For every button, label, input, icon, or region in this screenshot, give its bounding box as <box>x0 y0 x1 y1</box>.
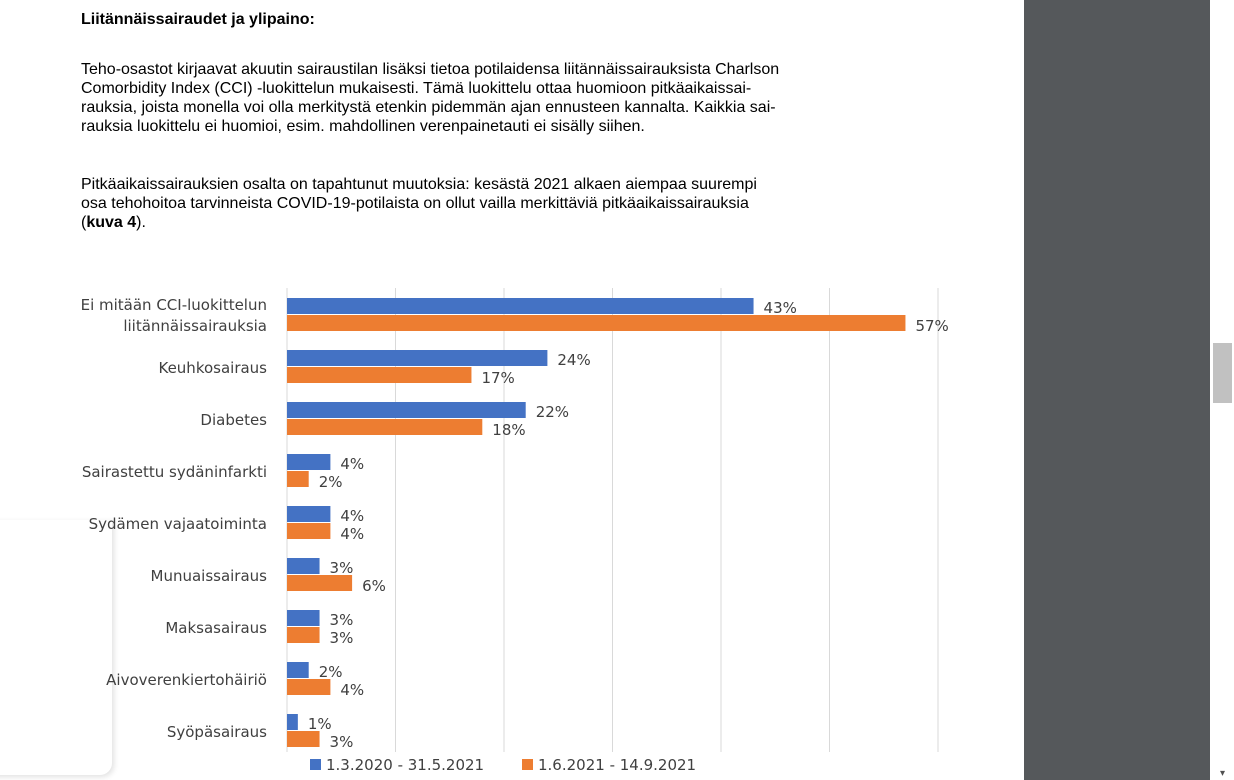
bar <box>287 731 320 747</box>
value-label: 3% <box>330 629 354 647</box>
value-label: 57% <box>915 317 948 335</box>
bar <box>287 610 320 626</box>
value-label: 4% <box>340 507 364 525</box>
category-label: Aivoverenkiertohäiriö <box>106 671 267 689</box>
value-label: 4% <box>340 455 364 473</box>
comorbidity-bar-chart: 43% 57% Ei mitään CCI-luokittelun liitännäi… <box>0 280 1024 780</box>
category-label: Munuaissairaus <box>151 567 268 585</box>
viewer-side-panel <box>1024 0 1210 780</box>
legend-label: 1.3.2020 - 31.5.2021 <box>326 756 484 774</box>
paren-open: ( <box>81 214 87 231</box>
bar <box>287 419 483 435</box>
category-label: Sydämen vajaatoiminta <box>89 515 267 533</box>
category-label: Diabetes <box>200 411 267 429</box>
value-label: 18% <box>492 421 525 439</box>
figure-reference: kuva 4 <box>86 214 137 231</box>
paragraph-line: rauksia, joista monella voi olla merkity… <box>81 99 776 116</box>
bar <box>287 679 331 695</box>
category-label: Ei mitään CCI-luokittelun <box>81 296 267 314</box>
category-label: Syöpäsairaus <box>167 723 267 741</box>
value-label: 6% <box>362 577 386 595</box>
value-label: 1% <box>308 715 332 733</box>
bar <box>287 523 331 539</box>
bar <box>287 350 548 366</box>
bar <box>287 662 309 678</box>
paragraph-line: Pitkäaikaissairauksien osalta on tapahtu… <box>81 176 757 193</box>
category-label: Keuhkosairaus <box>158 359 267 377</box>
bar <box>287 627 320 643</box>
paragraph-line: Teho-osastot kirjaavat akuutin sairausti… <box>81 61 780 78</box>
category-label: Sairastettu sydäninfarkti <box>82 463 267 481</box>
legend-swatch <box>310 759 321 770</box>
paragraph-line: Comorbidity Index (CCI) -luokittelun muk… <box>81 80 752 97</box>
section-heading: Liitännäissairaudet ja ylipaino: <box>81 11 315 28</box>
value-label: 3% <box>330 559 354 577</box>
paragraph-cci: Teho-osastot kirjaavat akuutin sairausti… <box>81 60 941 136</box>
category-label: liitännäissairauksia <box>123 317 267 335</box>
value-label: 17% <box>481 369 514 387</box>
document-page: Liitännäissairaudet ja ylipaino: Teho-os… <box>0 11 1024 780</box>
bar <box>287 471 309 487</box>
bar <box>287 575 353 591</box>
bar <box>287 558 320 574</box>
paragraph-changes: Pitkäaikaissairauksien osalta on tapahtu… <box>81 175 941 232</box>
paren-close: ). <box>136 214 146 231</box>
bar <box>287 506 331 522</box>
legend-swatch <box>522 759 533 770</box>
bar <box>287 315 906 331</box>
legend-label: 1.6.2021 - 14.9.2021 <box>538 756 696 774</box>
paragraph-line: rauksia luokittelu ei huomioi, esim. mah… <box>81 118 645 135</box>
value-label: 3% <box>330 611 354 629</box>
value-label: 24% <box>557 351 590 369</box>
value-label: 4% <box>340 525 364 543</box>
value-label: 22% <box>536 403 569 421</box>
value-label: 2% <box>319 473 343 491</box>
bar <box>287 402 526 418</box>
bar <box>287 367 472 383</box>
value-label: 4% <box>340 681 364 699</box>
bar <box>287 454 331 470</box>
scroll-down-arrow-icon[interactable]: ▾ <box>1219 768 1226 779</box>
value-label: 2% <box>319 663 343 681</box>
bar <box>287 298 754 314</box>
paragraph-line: (kuva 4). <box>81 213 941 232</box>
value-label: 43% <box>764 299 797 317</box>
value-label: 3% <box>330 733 354 751</box>
category-label: Maksasairaus <box>165 619 267 637</box>
chart-svg: 43% 57% Ei mitään CCI-luokittelun liitännäi… <box>81 288 949 774</box>
paragraph-line: osa tehohoitoa tarvinneista COVID-19-pot… <box>81 195 749 212</box>
bar <box>287 714 298 730</box>
scrollbar-thumb[interactable] <box>1213 343 1232 403</box>
